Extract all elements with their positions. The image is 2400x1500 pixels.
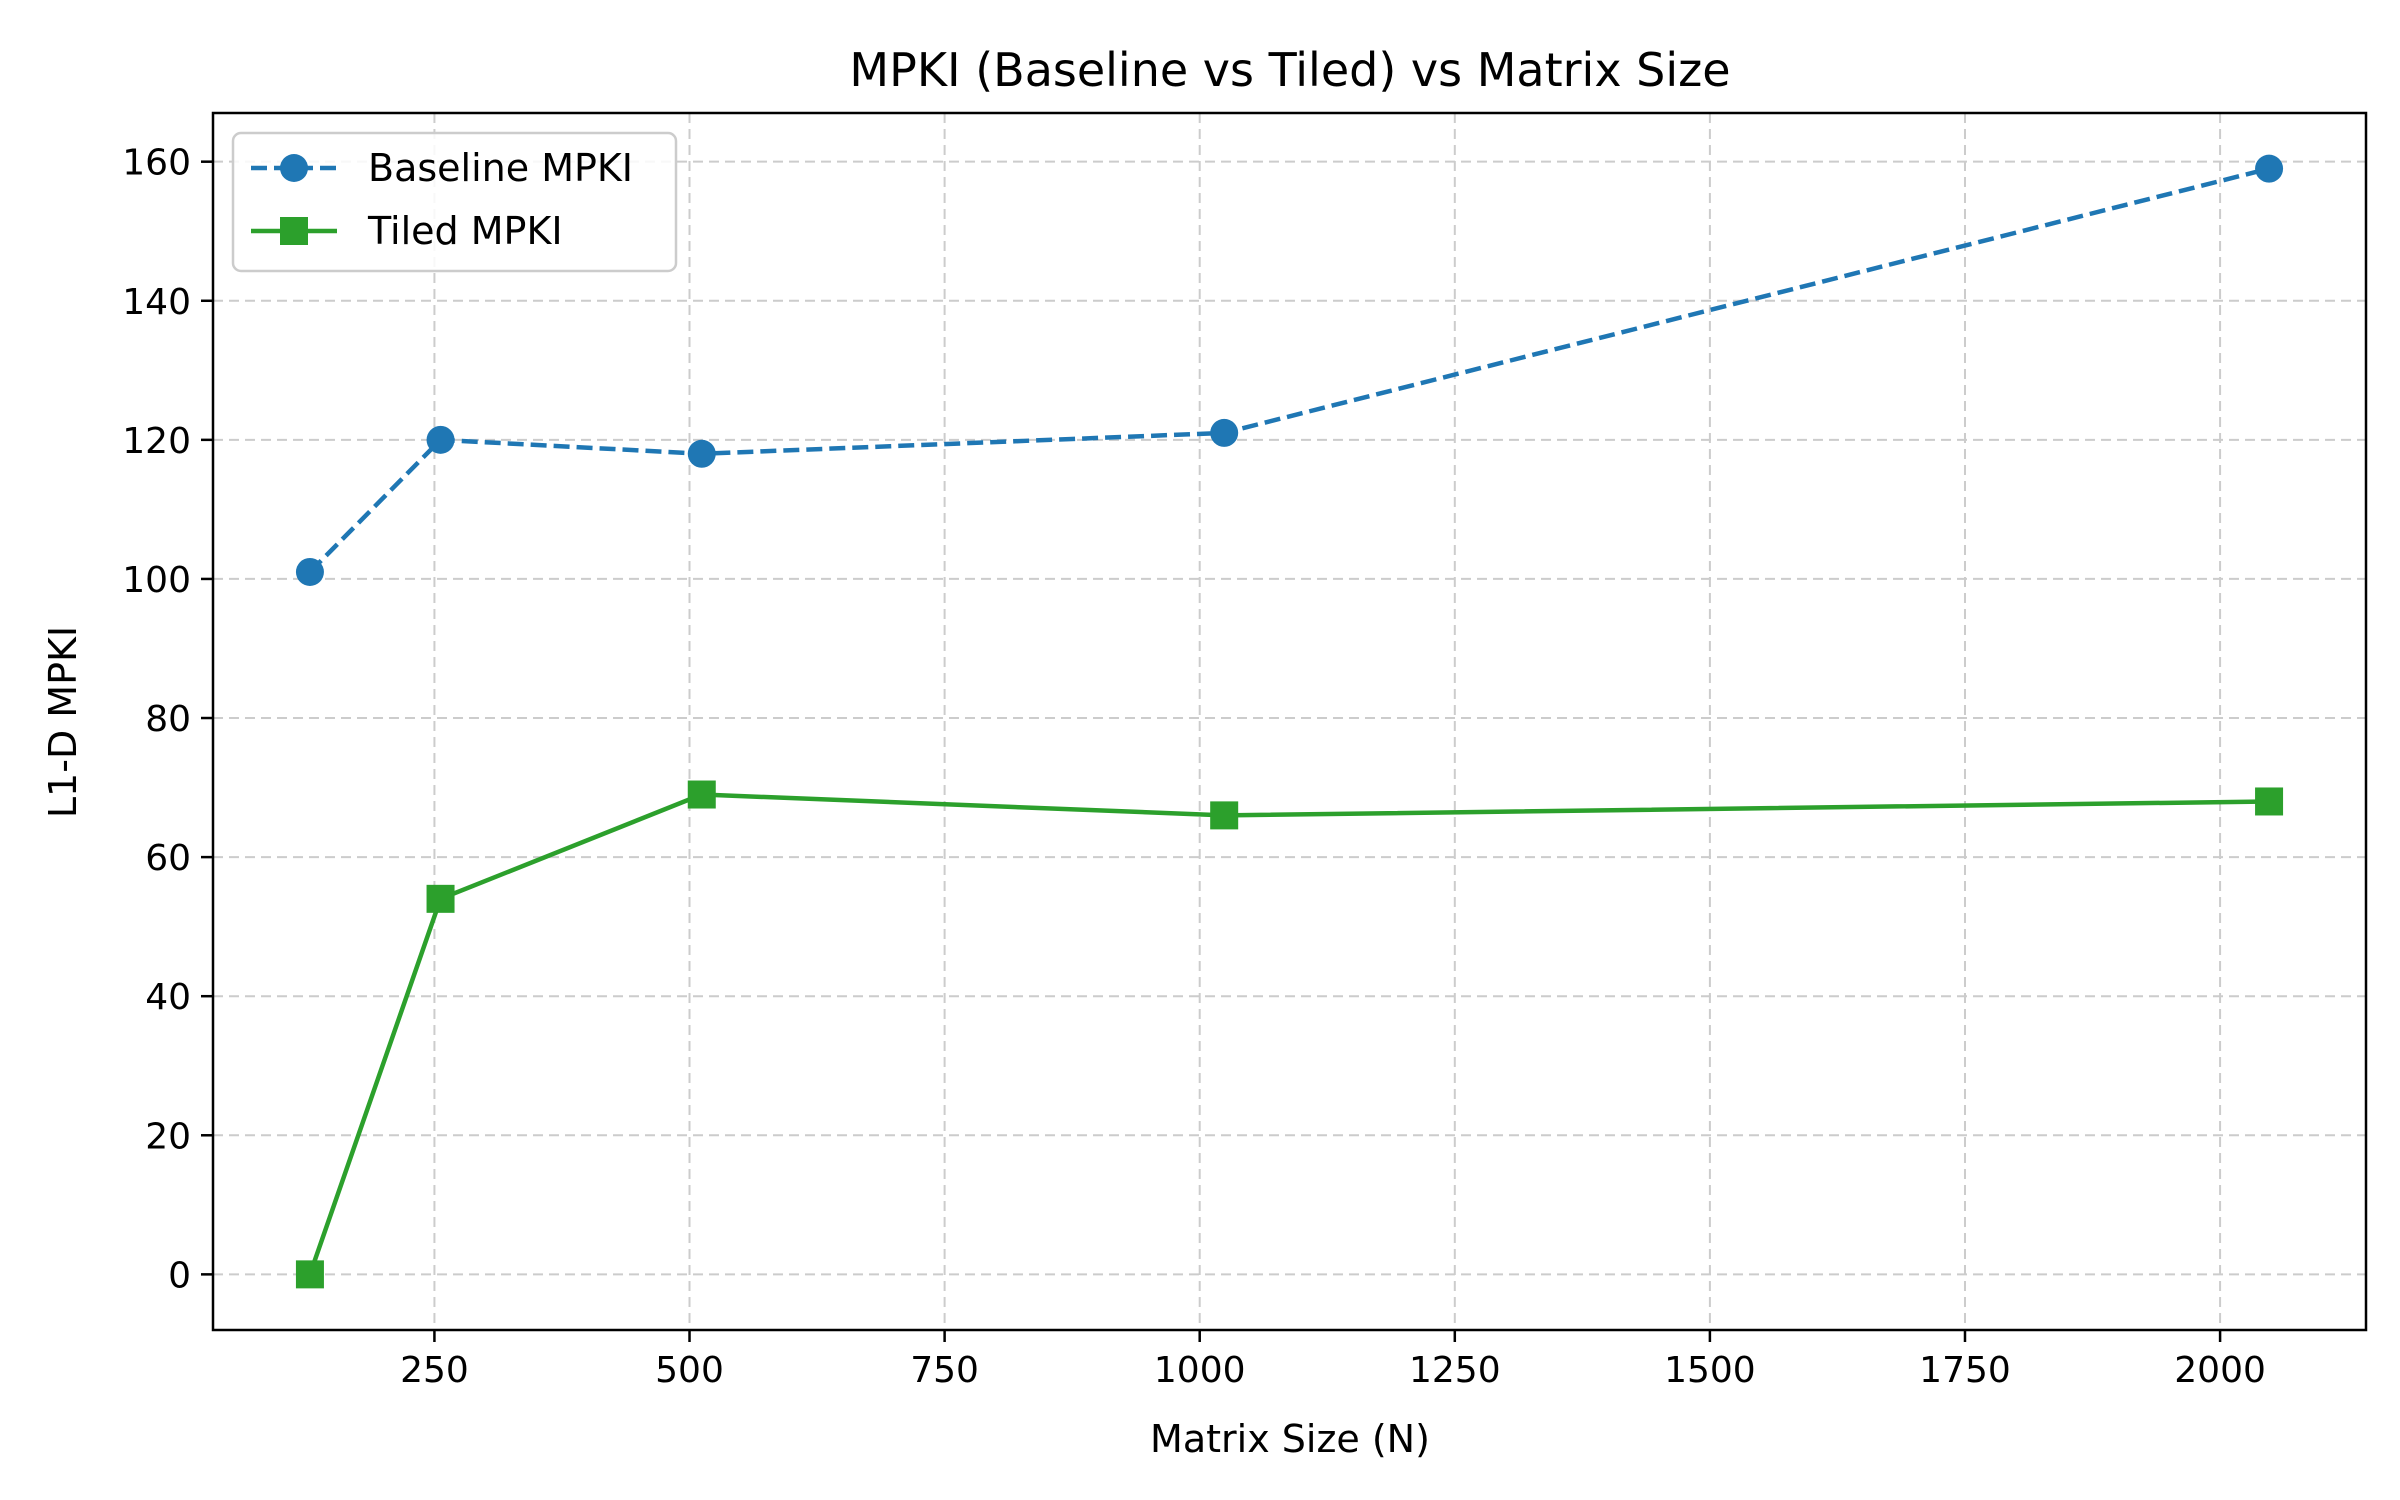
data-point bbox=[687, 780, 716, 809]
y-tick-label: 160 bbox=[122, 143, 191, 184]
x-tick-label: 1500 bbox=[1664, 1350, 1756, 1391]
y-tick-label: 40 bbox=[145, 977, 191, 1018]
data-point bbox=[426, 884, 455, 913]
y-tick-label: 80 bbox=[145, 699, 191, 740]
legend-marker bbox=[280, 217, 308, 245]
data-point bbox=[1210, 418, 1239, 447]
x-tick-label: 250 bbox=[400, 1350, 469, 1391]
legend-marker bbox=[280, 154, 308, 182]
legend: Baseline MPKI Tiled MPKI bbox=[231, 131, 678, 273]
data-point bbox=[2255, 154, 2284, 183]
plot-frame bbox=[211, 111, 2368, 1332]
series-layer bbox=[295, 154, 2284, 1289]
x-tick-label: 750 bbox=[910, 1350, 979, 1391]
x-tick-label: 1250 bbox=[1409, 1350, 1501, 1391]
series-tiled bbox=[295, 780, 2284, 1289]
data-point bbox=[687, 439, 716, 468]
data-point bbox=[2255, 787, 2284, 816]
grid bbox=[213, 113, 2366, 1330]
chart-title: MPKI (Baseline vs Tiled) vs Matrix Size bbox=[849, 43, 1730, 97]
y-axis: 0 20 40 60 80 100 120 140 160 bbox=[122, 143, 213, 1296]
series-line bbox=[307, 792, 2270, 1276]
data-point bbox=[426, 425, 455, 454]
y-tick-label: 100 bbox=[122, 560, 191, 601]
x-tick-label: 2000 bbox=[2174, 1350, 2266, 1391]
data-point bbox=[1210, 801, 1239, 830]
y-tick-label: 0 bbox=[168, 1255, 191, 1296]
x-tick-label: 1750 bbox=[1919, 1350, 2011, 1391]
y-tick-label: 60 bbox=[145, 838, 191, 879]
y-tick-label: 20 bbox=[145, 1116, 191, 1157]
data-point bbox=[295, 1260, 324, 1289]
x-axis-title: Matrix Size (N) bbox=[1150, 1417, 1430, 1461]
data-point bbox=[295, 557, 324, 586]
legend-label: Tiled MPKI bbox=[367, 209, 563, 253]
y-axis-title: L1-D MPKI bbox=[41, 626, 85, 818]
legend-box bbox=[231, 131, 678, 273]
y-tick-label: 120 bbox=[122, 421, 191, 462]
x-tick-label: 500 bbox=[655, 1350, 724, 1391]
legend-label: Baseline MPKI bbox=[368, 146, 633, 190]
series-baseline bbox=[295, 154, 2284, 586]
x-axis: 250 500 750 1000 1250 1500 1750 2000 bbox=[400, 1330, 2266, 1391]
x-tick-label: 1000 bbox=[1154, 1350, 1246, 1391]
y-tick-label: 140 bbox=[122, 282, 191, 323]
